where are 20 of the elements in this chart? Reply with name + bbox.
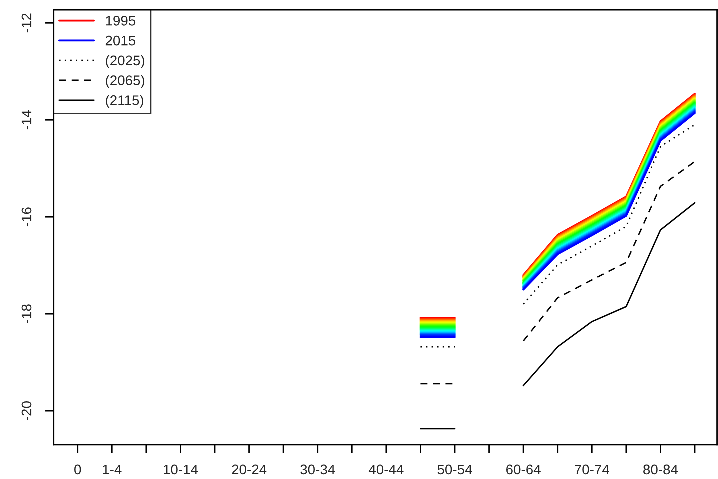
y-tick-label: -14: [22, 110, 32, 130]
x-tick-label: 1-4: [103, 464, 122, 474]
x-tick-label: 50-54: [438, 464, 472, 475]
x-tick-label: 70-74: [575, 464, 610, 475]
y-tick-label: -20: [22, 402, 32, 420]
y-tick-label: -18: [22, 304, 32, 324]
x-tick-label: 80-84: [644, 464, 678, 475]
x-tick-label: 30-34: [300, 464, 336, 475]
y-tick-label: -16: [22, 208, 32, 227]
legend-label: (2065): [106, 75, 145, 88]
legend-label: 2015: [106, 36, 136, 46]
x-tick-label: 0: [74, 464, 82, 475]
x-tick-label: 40-44: [368, 464, 404, 475]
legend-label: (2115): [106, 95, 144, 108]
y-tick-label: -12: [22, 14, 32, 33]
legend-label: (2025): [106, 55, 145, 68]
legend-label: 1995: [106, 16, 136, 26]
x-tick-label: 20-24: [232, 464, 267, 475]
x-tick-label: 60-64: [506, 464, 541, 475]
x-tick-label: 10-14: [164, 464, 198, 475]
